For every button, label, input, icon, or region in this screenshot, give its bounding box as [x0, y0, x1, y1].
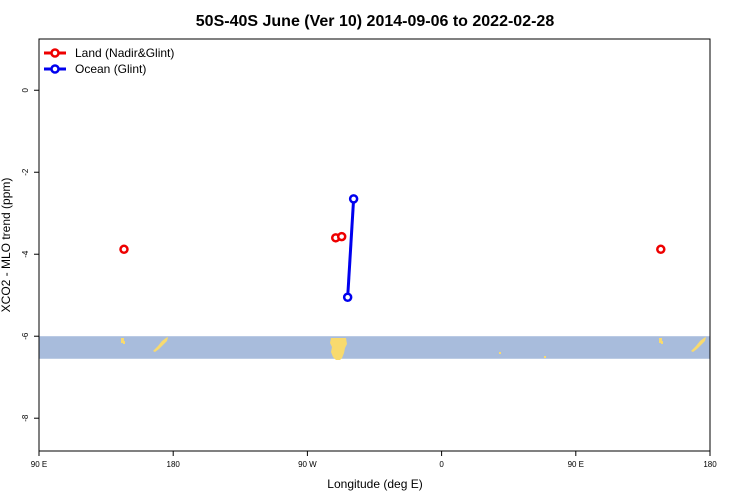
land-new-zealand — [153, 337, 168, 352]
x-axis: 90 E 180 90 W 0 90 E 180 — [31, 451, 717, 469]
land-new-zealand-right — [691, 337, 706, 352]
data-point — [342, 292, 353, 303]
map-ocean-band — [39, 336, 710, 359]
y-tick-label: -2 — [21, 168, 30, 176]
series-layer — [119, 194, 666, 303]
legend-marker — [50, 48, 60, 58]
chart-title: 50S-40S June (Ver 10) 2014-09-06 to 2022… — [196, 13, 555, 30]
legend-label: Land (Nadir&Glint) — [75, 46, 174, 60]
data-point — [119, 244, 129, 255]
land-tasmania-2 — [123, 341, 125, 344]
legend-label: Ocean (Glint) — [75, 62, 146, 76]
y-axis-title: XCO2 - MLO trend (ppm) — [0, 178, 13, 313]
data-point — [656, 244, 666, 255]
map-land-masses — [121, 337, 706, 360]
x-tick-label: 180 — [703, 460, 717, 469]
land-islet-indian — [544, 356, 546, 358]
x-tick-label: 180 — [167, 460, 181, 469]
y-tick-label: -4 — [21, 250, 30, 258]
land-tasmania-right — [659, 338, 662, 343]
series-0 — [119, 231, 666, 255]
x-tick-label: 90 E — [31, 460, 47, 469]
x-axis-title: Longitude (deg E) — [327, 477, 422, 491]
map-strip — [39, 336, 710, 360]
y-axis: 0 -2 -4 -6 -8 — [21, 87, 39, 422]
data-point — [348, 194, 359, 204]
plot-frame — [38, 38, 711, 452]
land-islet-atlantic — [499, 352, 501, 354]
x-tick-label: 0 — [439, 460, 444, 469]
land-tasmania-right-2 — [661, 341, 663, 344]
legend-marker — [50, 64, 60, 74]
land-patagonia — [330, 338, 347, 360]
series-line — [346, 198, 356, 298]
x-tick-label: 90 W — [298, 460, 317, 469]
y-tick-label: -8 — [21, 414, 30, 422]
land-tasmania — [121, 338, 124, 343]
y-tick-label: 0 — [21, 87, 30, 92]
series-1 — [342, 194, 359, 303]
x-tick-label: 90 E — [568, 460, 584, 469]
data-point — [336, 231, 347, 242]
legend: Land (Nadir&Glint) Ocean (Glint) — [44, 46, 174, 76]
y-tick-label: -6 — [21, 332, 30, 340]
